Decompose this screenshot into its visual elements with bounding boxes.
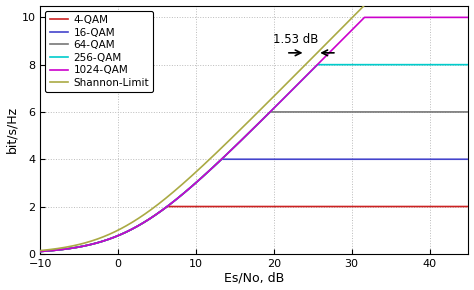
- Shannon-Limit: [230, 135, 236, 139]
- Shannon-Limit: [261, 104, 267, 108]
- 4-QAM: [457, 205, 463, 208]
- Legend: 4-QAM, 16-QAM, 64-QAM, 256-QAM, 1024-QAM, Shannon-Limit: 4-QAM, 16-QAM, 64-QAM, 256-QAM, 1024-QAM…: [46, 11, 153, 92]
- Line: 4-QAM: 4-QAM: [40, 206, 468, 251]
- Shannon-Limit: [247, 118, 253, 122]
- Line: 64-QAM: 64-QAM: [40, 112, 468, 251]
- 64-QAM: [457, 110, 463, 114]
- 4-QAM: [86, 243, 92, 247]
- 64-QAM: [267, 110, 273, 114]
- 256-QAM: [315, 63, 320, 66]
- 1024-QAM: [37, 250, 43, 253]
- 256-QAM: [111, 235, 117, 239]
- 16-QAM: [86, 243, 92, 247]
- 1024-QAM: [465, 16, 471, 19]
- Line: 16-QAM: 16-QAM: [40, 159, 468, 251]
- 4-QAM: [202, 205, 208, 208]
- 4-QAM: [37, 250, 43, 253]
- 16-QAM: [111, 235, 117, 239]
- Text: 1.53 dB: 1.53 dB: [273, 33, 319, 46]
- 4-QAM: [220, 205, 226, 208]
- 64-QAM: [86, 243, 92, 247]
- 4-QAM: [411, 205, 417, 208]
- 256-QAM: [457, 63, 463, 66]
- 16-QAM: [465, 157, 471, 161]
- 64-QAM: [411, 110, 417, 114]
- 16-QAM: [220, 157, 226, 161]
- 1024-QAM: [201, 173, 207, 177]
- 64-QAM: [37, 250, 43, 253]
- 16-QAM: [411, 157, 417, 161]
- 256-QAM: [37, 250, 43, 253]
- Shannon-Limit: [283, 82, 289, 86]
- 1024-QAM: [411, 16, 417, 19]
- 256-QAM: [465, 63, 471, 66]
- 1024-QAM: [111, 235, 117, 239]
- 1024-QAM: [86, 243, 92, 247]
- 4-QAM: [465, 205, 471, 208]
- Shannon-Limit: [37, 249, 43, 252]
- Shannon-Limit: [364, 1, 369, 5]
- 64-QAM: [201, 173, 207, 177]
- 64-QAM: [111, 235, 117, 239]
- 256-QAM: [411, 63, 417, 66]
- 1024-QAM: [362, 16, 367, 19]
- 64-QAM: [220, 156, 226, 160]
- Line: Shannon-Limit: Shannon-Limit: [40, 3, 366, 251]
- 64-QAM: [465, 110, 471, 114]
- Line: 256-QAM: 256-QAM: [40, 65, 468, 251]
- 1024-QAM: [457, 16, 463, 19]
- 256-QAM: [86, 243, 92, 247]
- X-axis label: Es/No, dB: Es/No, dB: [224, 271, 284, 284]
- 16-QAM: [201, 173, 207, 177]
- Y-axis label: bit/s/Hz: bit/s/Hz: [6, 106, 18, 153]
- Line: 1024-QAM: 1024-QAM: [40, 17, 468, 251]
- 256-QAM: [220, 156, 226, 160]
- 1024-QAM: [220, 156, 226, 160]
- Shannon-Limit: [120, 226, 126, 229]
- 4-QAM: [164, 205, 170, 208]
- Shannon-Limit: [248, 118, 254, 121]
- 16-QAM: [457, 157, 463, 161]
- 256-QAM: [201, 173, 207, 177]
- 16-QAM: [219, 157, 224, 161]
- 16-QAM: [37, 250, 43, 253]
- 4-QAM: [111, 235, 117, 239]
